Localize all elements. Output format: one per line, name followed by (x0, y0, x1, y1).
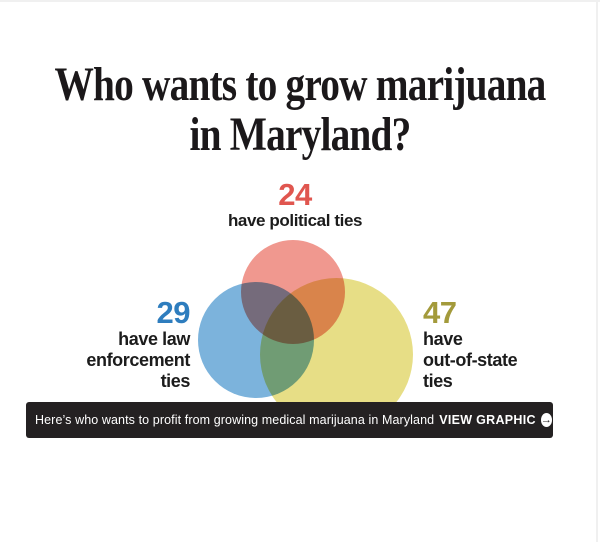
venn-diagram (198, 240, 413, 402)
political-ties-label: have political ties (227, 211, 363, 230)
out-of-state-label-line-1: have (423, 329, 463, 349)
page-right-hairline (596, 0, 598, 542)
out-of-state-ties-count: 47 (423, 295, 457, 330)
out-of-state-label-line-3: ties (423, 371, 453, 391)
page-top-hairline (0, 0, 600, 2)
law-enforcement-label-line-2: enforcement (86, 350, 190, 370)
arrow-right-circle-icon[interactable]: → (540, 413, 552, 427)
view-graphic-banner-link[interactable]: Here’s who wants to profit from growing … (26, 402, 553, 438)
page-title-line-2: in Maryland? (189, 108, 412, 161)
view-graphic-link[interactable]: VIEW GRAPHIC (439, 413, 536, 427)
page-title: Who wants to grow marijuana in Maryland? (54, 60, 546, 160)
law-enforcement-label-line-1: have law (118, 329, 190, 349)
out-of-state-label-line-2: out-of-state (423, 350, 518, 370)
law-enforcement-ties-stat: 29 have law enforcement ties (86, 296, 190, 392)
banner-text: Here’s who wants to profit from growing … (35, 413, 435, 427)
political-ties-count: 24 (278, 177, 312, 212)
page-title-line-1: Who wants to grow marijuana (54, 58, 546, 111)
law-enforcement-label-line-3: ties (160, 371, 191, 391)
out-of-state-ties-stat: 47 have out-of-state ties (423, 295, 518, 392)
law-enforcement-ties-count: 29 (156, 295, 191, 330)
venn-circle-out-of-state-ties (260, 278, 413, 402)
